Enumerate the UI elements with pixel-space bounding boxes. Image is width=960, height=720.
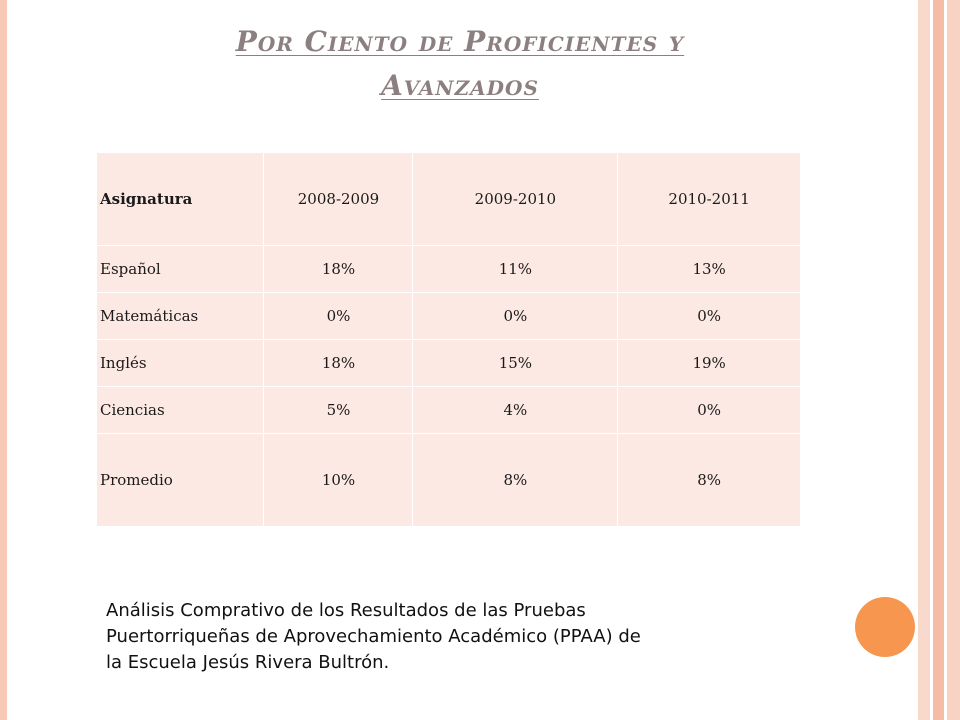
row-label: Español — [95, 245, 265, 293]
table-cell: 0% — [412, 292, 619, 340]
slide-title-line-2: Avanzados — [381, 69, 539, 102]
slide-title-line-1: Por Ciento de Proficientes y — [235, 25, 685, 58]
slide-title: Por Ciento de Proficientes y Avanzados — [60, 20, 860, 108]
caption-line-2: Puertorriqueñas de Aprovechamiento Acadé… — [106, 626, 641, 647]
table-cell: 15% — [412, 339, 619, 387]
table-cell: 0% — [263, 292, 414, 340]
table-cell: 18% — [263, 245, 414, 293]
caption-line-1: Análisis Comprativo de los Resultados de… — [106, 600, 586, 621]
table-cell: 11% — [412, 245, 619, 293]
table-row: Ciencias 5% 4% 0% — [95, 386, 801, 434]
table-cell: 18% — [263, 339, 414, 387]
table-cell: 0% — [617, 386, 801, 434]
table-row: Inglés 18% 15% 19% — [95, 339, 801, 387]
row-label: Inglés — [95, 339, 265, 387]
header-cell-year-3: 2010-2011 — [617, 152, 801, 246]
table-row: Español 18% 11% 13% — [95, 245, 801, 293]
slide-caption: Análisis Comprativo de los Resultados de… — [106, 598, 786, 676]
row-label: Promedio — [95, 433, 265, 527]
right-frame-stripes — [918, 0, 960, 720]
table-cell: 8% — [617, 433, 801, 527]
table-cell: 5% — [263, 386, 414, 434]
table-cell: 10% — [263, 433, 414, 527]
header-cell-year-2: 2009-2010 — [412, 152, 619, 246]
row-label: Matemáticas — [95, 292, 265, 340]
results-table: Asignatura 2008-2009 2009-2010 2010-2011… — [95, 152, 801, 527]
table-cell: 4% — [412, 386, 619, 434]
header-cell-year-1: 2008-2009 — [263, 152, 414, 246]
table-cell: 13% — [617, 245, 801, 293]
left-frame-stripe — [0, 0, 7, 720]
table-row: Matemáticas 0% 0% 0% — [95, 292, 801, 340]
table-row-average: Promedio 10% 8% 8% — [95, 433, 801, 527]
header-cell-subject: Asignatura — [95, 152, 265, 246]
table-cell: 19% — [617, 339, 801, 387]
table-cell: 0% — [617, 292, 801, 340]
accent-circle — [855, 597, 915, 657]
caption-line-3: la Escuela Jesús Rivera Bultrón. — [106, 652, 390, 673]
table-header-row: Asignatura 2008-2009 2009-2010 2010-2011 — [95, 152, 801, 246]
row-label: Ciencias — [95, 386, 265, 434]
table-cell: 8% — [412, 433, 619, 527]
